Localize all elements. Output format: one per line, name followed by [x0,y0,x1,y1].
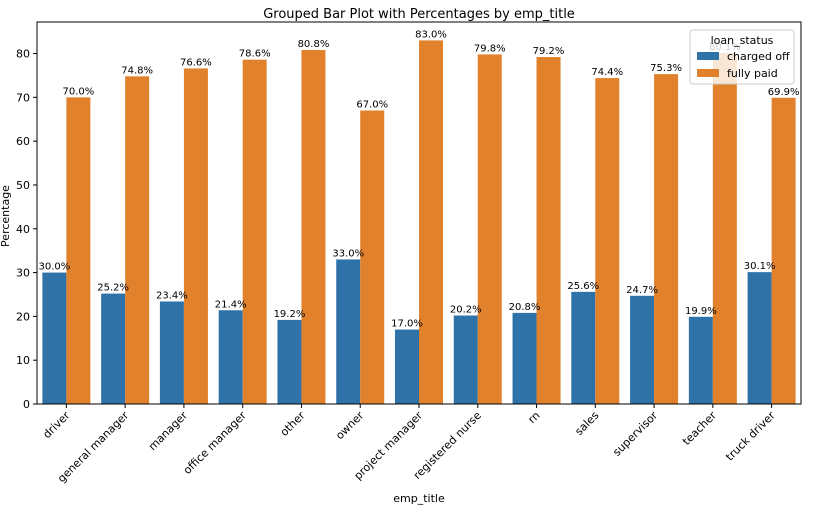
bar-label-fully-paid-supervisor: 75.3% [650,63,682,74]
x-tick-label-office-manager: office manager [181,409,249,477]
bar-charged-off-owner [336,259,361,404]
bar-charged-off-registered-nurse [453,315,478,404]
chart-title: Grouped Bar Plot with Percentages by emp… [263,7,575,22]
bar-label-fully-paid-driver: 70.0% [62,86,94,97]
bar-charged-off-driver [42,272,67,404]
bar-label-fully-paid-other: 80.8% [298,39,330,50]
bar-charged-off-supervisor [630,295,655,404]
bar-label-fully-paid-rn: 79.2% [533,46,565,57]
bar-label-fully-paid-registered-nurse: 79.8% [474,43,506,54]
bar-fully-paid-rn [536,57,561,405]
x-tick-label-owner: owner [333,409,367,443]
legend: loan_status charged off fully paid [689,29,795,85]
y-axis-label: Percentage [0,185,12,247]
bar-fully-paid-teacher [712,53,737,404]
x-tick-label-supervisor: supervisor [610,409,660,459]
y-tick-label-10: 10 [16,354,30,367]
bar-fully-paid-general-manager [125,76,150,404]
bar-label-charged-off-owner: 33.0% [332,248,364,259]
bar-fully-paid-sales [595,78,620,404]
y-tick-label-30: 30 [16,267,30,280]
bar-label-charged-off-general-manager: 25.2% [97,283,129,294]
legend-title: loan_status [711,34,774,47]
bar-label-charged-off-teacher: 19.9% [685,306,717,317]
legend-label-fully-paid: fully paid [727,67,778,80]
bar-charged-off-project-manager [395,329,419,404]
plot-frame [36,21,802,405]
bar-fully-paid-supervisor [654,74,679,404]
x-tick-label-teacher: teacher [680,409,719,448]
legend-swatch-fully-paid [697,69,719,77]
bar-label-charged-off-project-manager: 17.0% [391,319,423,330]
bar-charged-off-office-manager [218,310,243,404]
x-tick-label-manager: manager [146,409,190,453]
bars-layer [42,40,796,405]
bar-label-charged-off-truck-driver: 30.1% [744,261,776,272]
bar-label-fully-paid-general-manager: 74.8% [121,65,153,76]
bar-fully-paid-owner [360,110,385,405]
legend-label-charged-off: charged off [727,50,790,63]
bar-label-fully-paid-owner: 67.0% [356,99,388,110]
bar-fully-paid-other [301,50,326,405]
bar-charged-off-other [277,319,302,404]
bar-label-fully-paid-project-manager: 83.0% [415,29,447,40]
bar-label-charged-off-registered-nurse: 20.2% [450,305,482,316]
x-axis-label: emp_title [393,492,445,505]
x-tick-label-rn: rn [525,409,542,426]
bar-fully-paid-driver [66,97,91,404]
bar-label-fully-paid-office-manager: 78.6% [239,49,271,60]
bar-fully-paid-truck-driver [771,97,796,405]
bar-charged-off-sales [571,291,596,404]
bar-label-fully-paid-manager: 76.6% [180,57,212,68]
bar-charged-off-teacher [688,316,713,404]
x-tick-label-other: other [278,409,308,439]
y-tick-label-20: 20 [16,310,30,323]
bar-label-charged-off-office-manager: 21.4% [215,299,247,310]
bar-labels-layer: 30.0% 70.0% 25.2% 74.8% 23.4% 76.6% 21.4% 78.6%… [38,29,799,329]
bar-fully-paid-manager [183,68,208,404]
bar-label-charged-off-driver: 30.0% [38,262,70,273]
y-tick-label-0: 0 [23,398,30,411]
x-tick-label-driver: driver [40,409,72,441]
x-tick-label-sales: sales [572,409,601,438]
bar-charged-off-truck-driver [747,272,772,404]
bar-fully-paid-project-manager [419,40,443,405]
bar-charged-off-general-manager [101,293,126,404]
y-tick-label-70: 70 [16,91,30,104]
y-tick-label-50: 50 [16,179,30,192]
y-tick-label-80: 80 [16,48,30,61]
bar-fully-paid-office-manager [242,59,267,404]
x-tick-label-truck-driver: truck driver [723,409,778,464]
bar-fully-paid-registered-nurse [477,54,502,405]
y-tick-label-40: 40 [16,223,30,236]
bar-label-charged-off-sales: 25.6% [567,281,599,292]
bar-label-charged-off-manager: 23.4% [156,290,188,301]
bar-label-fully-paid-truck-driver: 69.9% [768,87,800,98]
bar-label-charged-off-rn: 20.8% [509,302,541,313]
bar-charged-off-rn [512,312,537,404]
y-tick-label-60: 60 [16,135,30,148]
bar-label-fully-paid-sales: 74.4% [591,67,623,78]
bar-label-charged-off-other: 19.2% [274,309,306,320]
bar-label-charged-off-supervisor: 24.7% [626,285,658,296]
y-axis: 0 10 20 30 40 50 60 70 80 [16,48,37,411]
legend-swatch-charged-off [697,52,719,60]
bar-charged-off-manager [159,301,184,404]
